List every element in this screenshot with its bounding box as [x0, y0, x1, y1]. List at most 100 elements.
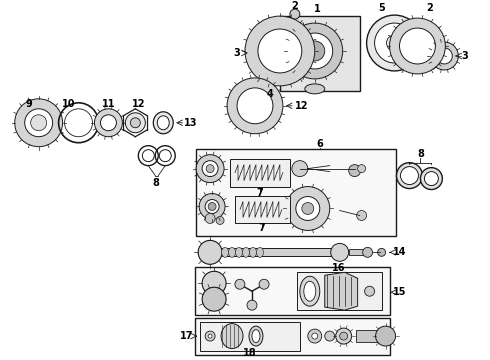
Circle shape: [199, 194, 225, 220]
Text: 7: 7: [257, 188, 263, 198]
Circle shape: [24, 109, 52, 137]
Circle shape: [202, 161, 218, 177]
Circle shape: [290, 9, 300, 19]
Ellipse shape: [305, 84, 325, 94]
Ellipse shape: [304, 281, 316, 301]
Ellipse shape: [252, 330, 260, 343]
Circle shape: [375, 326, 395, 346]
Circle shape: [292, 161, 308, 177]
Circle shape: [331, 243, 349, 261]
Circle shape: [367, 15, 422, 71]
Text: 7: 7: [259, 224, 265, 233]
Circle shape: [216, 216, 224, 224]
Ellipse shape: [157, 116, 169, 130]
Circle shape: [325, 331, 335, 341]
Text: 6: 6: [317, 139, 323, 149]
Circle shape: [358, 165, 366, 172]
Circle shape: [235, 279, 245, 289]
Circle shape: [205, 213, 215, 224]
Circle shape: [15, 99, 63, 147]
Text: 8: 8: [153, 177, 160, 188]
Ellipse shape: [249, 326, 263, 346]
Circle shape: [247, 300, 257, 310]
Circle shape: [31, 115, 47, 131]
Bar: [196, 149, 395, 237]
Circle shape: [312, 333, 318, 339]
Circle shape: [287, 23, 343, 79]
Circle shape: [130, 118, 140, 128]
Circle shape: [125, 113, 146, 133]
Circle shape: [196, 155, 224, 183]
Circle shape: [424, 172, 439, 185]
Text: 11: 11: [102, 99, 115, 109]
Text: 3: 3: [461, 51, 467, 61]
Text: 5: 5: [378, 3, 385, 13]
Circle shape: [349, 165, 361, 177]
Bar: [297, 272, 382, 310]
Circle shape: [202, 271, 226, 295]
Circle shape: [247, 48, 257, 58]
Text: 4: 4: [267, 89, 273, 99]
Circle shape: [390, 18, 445, 74]
Bar: [195, 318, 390, 355]
Ellipse shape: [228, 247, 236, 257]
Circle shape: [420, 168, 442, 190]
Circle shape: [340, 332, 348, 340]
Ellipse shape: [236, 247, 243, 257]
Circle shape: [396, 163, 422, 189]
Circle shape: [102, 117, 115, 129]
Circle shape: [400, 167, 418, 185]
Text: 8: 8: [417, 149, 424, 159]
Bar: [349, 249, 368, 255]
Text: 9: 9: [25, 99, 32, 109]
Circle shape: [365, 286, 374, 296]
Text: 3: 3: [234, 48, 241, 58]
Circle shape: [357, 211, 367, 220]
Circle shape: [399, 28, 436, 64]
Bar: [356, 330, 388, 342]
Circle shape: [419, 26, 429, 36]
Ellipse shape: [266, 58, 278, 88]
Circle shape: [100, 115, 117, 131]
Text: 15: 15: [393, 287, 406, 297]
Bar: [222, 248, 337, 256]
Text: 18: 18: [243, 348, 257, 358]
Circle shape: [430, 42, 458, 70]
Circle shape: [198, 240, 222, 264]
Circle shape: [302, 203, 314, 215]
Ellipse shape: [221, 247, 228, 257]
Circle shape: [374, 23, 415, 63]
Text: 17: 17: [180, 331, 194, 341]
Ellipse shape: [153, 112, 173, 134]
Polygon shape: [325, 272, 358, 310]
Circle shape: [437, 48, 452, 64]
Circle shape: [286, 186, 330, 230]
Circle shape: [208, 203, 216, 211]
Ellipse shape: [221, 324, 243, 348]
Circle shape: [297, 33, 333, 69]
Circle shape: [305, 41, 325, 61]
Circle shape: [363, 247, 372, 257]
Circle shape: [258, 29, 302, 73]
Circle shape: [205, 199, 219, 213]
Circle shape: [206, 165, 214, 172]
Circle shape: [296, 197, 320, 220]
Text: 10: 10: [62, 99, 75, 109]
Circle shape: [95, 109, 122, 137]
Circle shape: [259, 279, 269, 289]
Circle shape: [208, 334, 212, 338]
Text: 12: 12: [132, 99, 145, 109]
Text: 2: 2: [292, 1, 298, 11]
Bar: [230, 159, 290, 186]
Circle shape: [387, 35, 402, 51]
Text: 16: 16: [332, 263, 345, 273]
Text: 2: 2: [426, 3, 433, 13]
Ellipse shape: [249, 247, 256, 257]
Circle shape: [237, 88, 273, 124]
Circle shape: [308, 329, 322, 343]
Ellipse shape: [300, 276, 320, 306]
Text: 14: 14: [393, 247, 406, 257]
Circle shape: [227, 78, 283, 134]
Circle shape: [202, 287, 226, 311]
Bar: [200, 322, 300, 351]
